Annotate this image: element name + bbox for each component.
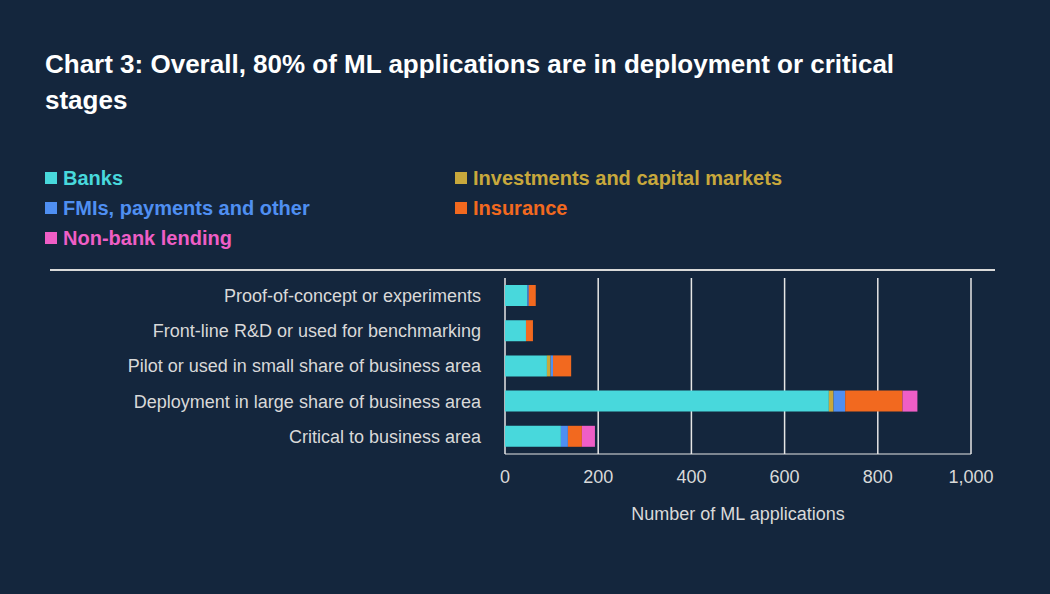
html-text:Investments and capital market: Investments and capital markets <box>473 167 782 189</box>
html-text:Insurance: Insurance <box>473 197 568 219</box>
html-text:Chart 3: Overall, 80% of ML ap: Chart 3: Overall, 80% of ML applications… <box>45 49 895 115</box>
svg-text:Proof-of-concept or experiment: Proof-of-concept or experiments <box>224 286 481 306</box>
svg-text:1,000: 1,000 <box>948 467 993 487</box>
html-text:Non-bank lending: Non-bank lending <box>63 227 232 249</box>
svg-text:Front-line R&D or used for ben: Front-line R&D or used for benchmarking <box>153 321 481 341</box>
html-text:Banks: Banks <box>63 167 123 189</box>
svg-text:600: 600 <box>770 467 800 487</box>
svg-text:0: 0 <box>500 467 510 487</box>
svg-text:400: 400 <box>676 467 706 487</box>
svg-text:Number of ML applications: Number of ML applications <box>631 504 844 524</box>
svg-text:Critical to business area: Critical to business area <box>289 427 482 447</box>
svg-text:Deployment in large share of b: Deployment in large share of business ar… <box>134 392 482 412</box>
svg-text:Pilot or used in small share o: Pilot or used in small share of business… <box>128 356 482 376</box>
svg-text:800: 800 <box>863 467 893 487</box>
svg-text:200: 200 <box>583 467 613 487</box>
html-text:FMIs, payments and other: FMIs, payments and other <box>63 197 310 219</box>
